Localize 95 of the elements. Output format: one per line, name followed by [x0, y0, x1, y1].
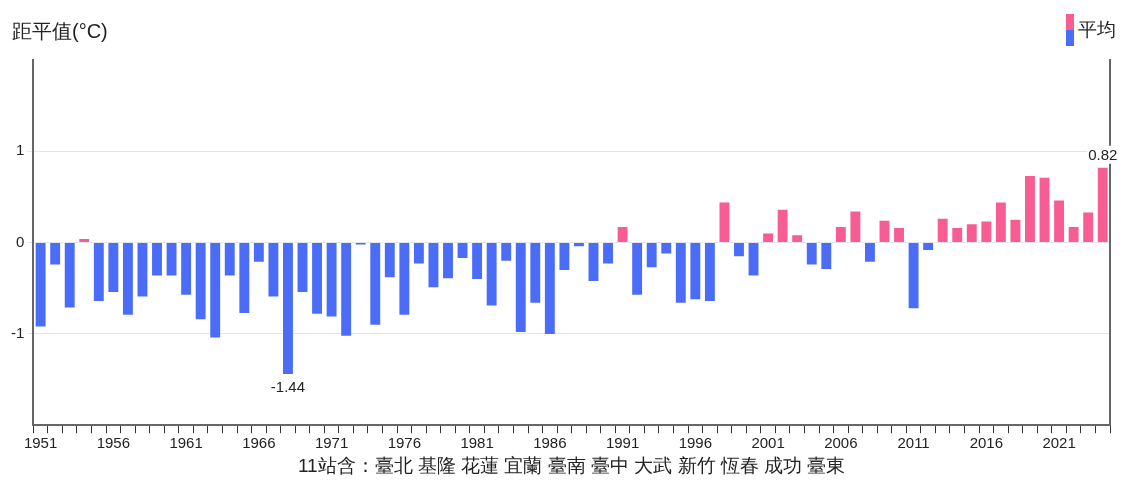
- bar: [1083, 212, 1094, 243]
- x-tick-label: 1971: [314, 434, 349, 452]
- x-tick-label: 1991: [605, 434, 640, 452]
- bar: [486, 243, 497, 306]
- bar: [777, 209, 788, 243]
- bar: [981, 221, 992, 243]
- bar: [428, 243, 439, 288]
- y-tick-label: -1: [10, 324, 25, 342]
- bar: [370, 243, 381, 325]
- bar: [64, 243, 75, 308]
- data-label: -1.44: [270, 377, 306, 395]
- bar: [792, 235, 803, 243]
- bar: [719, 202, 730, 243]
- bar: [253, 243, 264, 262]
- y-tick-label: 0: [15, 232, 25, 250]
- bar: [35, 243, 46, 327]
- x-tick-label: 1996: [678, 434, 713, 452]
- x-tick-label: 1956: [96, 434, 131, 452]
- bar: [384, 243, 395, 278]
- bar: [399, 243, 410, 315]
- bar: [632, 243, 643, 295]
- bar: [661, 243, 672, 254]
- bar: [850, 211, 861, 243]
- bar: [574, 243, 584, 247]
- bar: [297, 243, 308, 292]
- x-tick-label: 1976: [387, 434, 422, 452]
- bar: [166, 243, 177, 276]
- bar: [1039, 177, 1050, 243]
- bar: [908, 243, 919, 309]
- bar: [210, 243, 221, 338]
- bar: [1097, 167, 1108, 243]
- x-tick-label: 2011: [897, 434, 930, 452]
- bar: [413, 243, 424, 264]
- y-axis-title: 距平值(°C): [12, 19, 108, 42]
- bar: [603, 243, 613, 264]
- bar: [923, 243, 934, 250]
- bar: [457, 243, 468, 259]
- bar: [268, 243, 279, 297]
- bar: [995, 202, 1006, 243]
- x-axis-title: 11站含：臺北 基隆 花蓮 宜蘭 臺南 臺中 大武 新竹 恆春 成功 臺東: [297, 454, 846, 476]
- x-tick-label: 1951: [23, 434, 58, 452]
- y-tick-label: 1: [15, 141, 25, 159]
- bar: [690, 243, 701, 300]
- bar: [1010, 219, 1021, 243]
- x-tick-label: 2006: [824, 434, 858, 452]
- bar: [181, 243, 192, 295]
- bar: [472, 243, 483, 280]
- bar: [239, 243, 250, 313]
- bar: [224, 243, 235, 276]
- bar: [137, 243, 148, 297]
- bar: [312, 243, 322, 314]
- bar: [748, 243, 759, 276]
- x-tick-label: 2021: [1042, 434, 1076, 452]
- bar: [588, 243, 599, 281]
- x-tick-label: 1986: [533, 434, 567, 452]
- bar: [93, 243, 104, 302]
- bar: [50, 243, 61, 265]
- bar: [501, 243, 512, 261]
- bar: [152, 243, 162, 276]
- x-tick-label: 2016: [969, 434, 1004, 452]
- bar: [821, 243, 832, 270]
- data-label: 0.82: [1088, 146, 1118, 164]
- bar: [734, 243, 744, 257]
- bar: [763, 233, 774, 243]
- bar: [952, 227, 963, 243]
- bar: [937, 218, 948, 243]
- bar: [283, 243, 293, 375]
- bar: [515, 243, 526, 333]
- bar: [864, 243, 875, 262]
- x-tick-label: 1981: [460, 434, 494, 452]
- bar: [79, 238, 90, 243]
- bar: [443, 243, 453, 279]
- x-tick-label: 1961: [169, 434, 203, 452]
- x-tick-label: 1966: [242, 434, 276, 452]
- bar: [341, 243, 352, 336]
- bar: [617, 227, 628, 243]
- bar: [544, 243, 555, 334]
- bar: [1054, 200, 1065, 243]
- bar: [559, 243, 570, 270]
- bar: [966, 224, 977, 243]
- bar: [646, 243, 657, 268]
- bar: [122, 243, 133, 315]
- bar: [894, 227, 904, 243]
- x-tick-label: 2001: [751, 434, 785, 452]
- legend-label: 平均: [1078, 18, 1116, 42]
- bar: [835, 227, 846, 243]
- bar: [675, 243, 686, 303]
- bar: [1025, 175, 1035, 243]
- bar: [530, 243, 541, 303]
- bar: [108, 243, 119, 292]
- bar: [326, 243, 337, 317]
- bar: [704, 243, 715, 302]
- bar: [195, 243, 206, 320]
- bar: [806, 243, 817, 265]
- bar: [1068, 227, 1079, 243]
